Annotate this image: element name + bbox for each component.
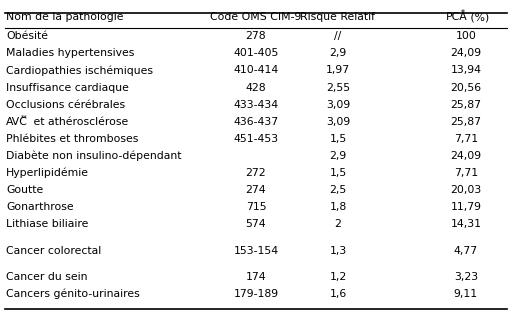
Text: 451-453: 451-453 [233,134,279,144]
Text: 1,5: 1,5 [329,134,347,144]
Text: 428: 428 [246,82,266,93]
Text: 13,94: 13,94 [451,65,481,76]
Text: 14,31: 14,31 [451,219,481,229]
Text: Obésité: Obésité [6,31,48,41]
Text: 1,3: 1,3 [329,246,347,256]
Text: 2,9: 2,9 [329,151,347,161]
Text: 1,5: 1,5 [329,168,347,178]
Text: 2,55: 2,55 [326,82,350,93]
Text: 274: 274 [246,185,266,195]
Text: 401-405: 401-405 [233,48,279,58]
Text: 25,87: 25,87 [451,117,481,127]
Text: Lithiase biliaire: Lithiase biliaire [6,219,89,229]
Text: **: ** [20,115,27,120]
Text: 153-154: 153-154 [233,246,279,256]
Text: //: // [334,31,342,41]
Text: 278: 278 [246,31,266,41]
Text: Cancer du sein: Cancer du sein [6,272,88,282]
Text: 3,09: 3,09 [326,100,350,110]
Text: Maladies hypertensives: Maladies hypertensives [6,48,135,58]
Text: 3,09: 3,09 [326,117,350,127]
Text: 1,6: 1,6 [329,289,347,299]
Text: 2,9: 2,9 [329,48,347,58]
Text: 436-437: 436-437 [233,117,279,127]
Text: AVC: AVC [6,117,28,127]
Text: 20,03: 20,03 [450,185,482,195]
Text: Hyperlipidémie: Hyperlipidémie [6,167,89,178]
Text: 100: 100 [456,31,476,41]
Text: Risque Relatif: Risque Relatif [301,12,375,22]
Text: 20,56: 20,56 [451,82,481,93]
Text: 1,2: 1,2 [329,272,347,282]
Text: 574: 574 [246,219,266,229]
Text: Cancer colorectal: Cancer colorectal [6,246,101,256]
Text: 24,09: 24,09 [451,151,481,161]
Text: 1,8: 1,8 [329,202,347,212]
Text: 7,71: 7,71 [454,134,478,144]
Text: *: * [461,9,465,18]
Text: 3,23: 3,23 [454,272,478,282]
Text: PCA: PCA [445,12,467,22]
Text: 715: 715 [246,202,266,212]
Text: Gonarthrose: Gonarthrose [6,202,74,212]
Text: 7,71: 7,71 [454,168,478,178]
Text: (%): (%) [467,12,489,22]
Text: Insuffisance cardiaque: Insuffisance cardiaque [6,82,129,93]
Text: 179-189: 179-189 [233,289,279,299]
Text: 11,79: 11,79 [451,202,481,212]
Text: Goutte: Goutte [6,185,44,195]
Text: Cardiopathies ischémiques: Cardiopathies ischémiques [6,65,153,76]
Text: 433-434: 433-434 [233,100,279,110]
Text: Occlusions cérébrales: Occlusions cérébrales [6,100,125,110]
Text: Phlébites et thromboses: Phlébites et thromboses [6,134,139,144]
Text: Code OMS CIM-9: Code OMS CIM-9 [210,12,302,22]
Text: 410-414: 410-414 [233,65,279,76]
Text: 2: 2 [334,219,342,229]
Text: et athérosclérose: et athérosclérose [30,117,128,127]
Text: Cancers génito-urinaires: Cancers génito-urinaires [6,289,140,300]
Text: 1,97: 1,97 [326,65,350,76]
Text: 25,87: 25,87 [451,100,481,110]
Text: Nom de la pathologie: Nom de la pathologie [6,12,123,22]
Text: 174: 174 [246,272,266,282]
Text: Diabète non insulino-dépendant: Diabète non insulino-dépendant [6,150,182,161]
Text: 4,77: 4,77 [454,246,478,256]
Text: 2,5: 2,5 [329,185,347,195]
Text: 9,11: 9,11 [454,289,478,299]
Text: 272: 272 [246,168,266,178]
Text: 24,09: 24,09 [451,48,481,58]
